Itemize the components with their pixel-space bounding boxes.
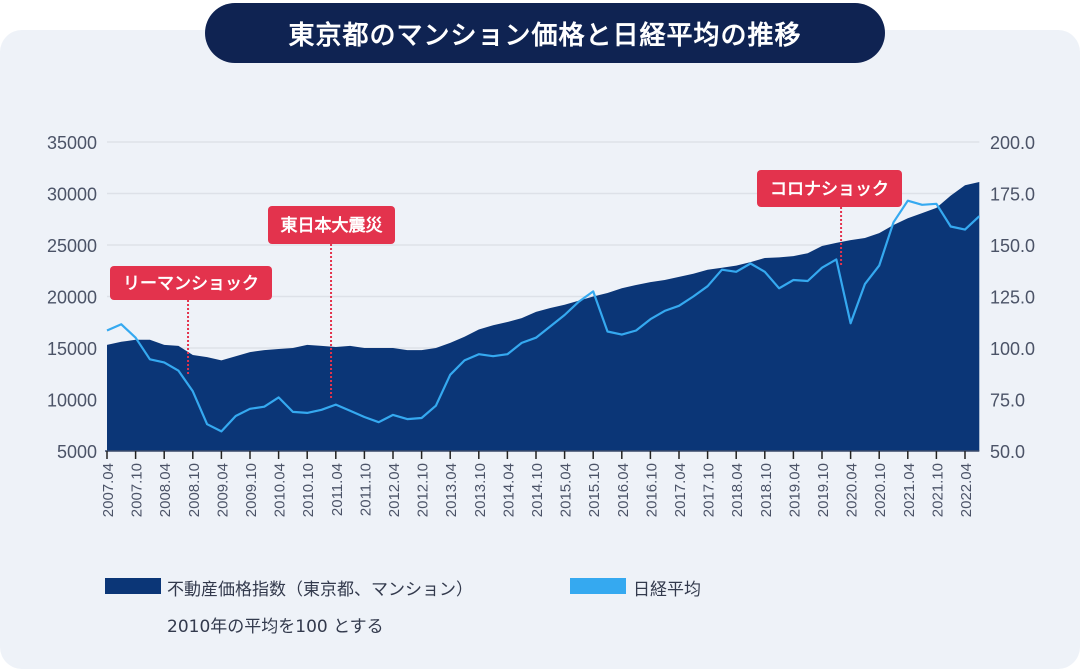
- x-tick-label: 2012.10: [415, 463, 432, 517]
- x-tick-label: 2014.04: [500, 463, 517, 517]
- x-tick-label: 2009.10: [243, 463, 260, 517]
- annotation-label: リーマンショック: [123, 274, 259, 294]
- x-tick-label: 2021.04: [901, 463, 918, 517]
- x-tick-label: 2009.04: [214, 463, 231, 517]
- y-right-tick-label: 175.0: [990, 185, 1035, 205]
- legend-swatch-real-estate: [105, 578, 161, 594]
- x-tick-label: 2007.10: [129, 463, 146, 517]
- x-tick-label: 2015.10: [586, 463, 603, 517]
- x-tick-label: 2014.10: [529, 463, 546, 517]
- x-tick-label: 2008.10: [186, 463, 203, 517]
- annotations: リーマンショック 東日本大震災 コロナショック: [110, 170, 902, 400]
- x-tick-label: 2022.04: [958, 463, 975, 517]
- legend-label-real-estate: 不動産価格指数（東京都、マンション）: [167, 580, 473, 600]
- x-tick-label: 2011.04: [329, 463, 346, 516]
- x-tick-label: 2013.04: [443, 463, 460, 517]
- axes: 35000 30000 25000 20000 15000 10000 5000 200.0 1…: [47, 133, 1035, 517]
- annotation-label-box: [110, 266, 272, 300]
- y-right-tick-label: 75.0: [990, 391, 1025, 411]
- x-tick-label: 2012.04: [386, 463, 403, 517]
- y-right-tick-label: 125.0: [990, 288, 1035, 308]
- x-tick-label: 2017.10: [701, 463, 718, 517]
- y-left-tick-label: 30000: [47, 185, 97, 205]
- y-left-tick-label: 10000: [47, 391, 97, 411]
- x-tick-label: 2019.04: [786, 463, 803, 517]
- x-tick-label: 2021.10: [929, 463, 946, 517]
- y-right-tick-label: 150.0: [990, 236, 1035, 256]
- x-tick-label: 2007.04: [100, 463, 117, 517]
- x-tick-label: 2010.10: [300, 463, 317, 517]
- x-tick-label: 2020.10: [872, 463, 889, 517]
- y-right-tick-label: 200.0: [990, 133, 1035, 153]
- x-tick-label: 2018.04: [729, 463, 746, 517]
- area-real-estate-index: [107, 182, 980, 451]
- annotation-label-box: [757, 170, 902, 207]
- line-nikkei: [106, 199, 981, 433]
- x-tick-label: 2018.10: [758, 463, 775, 517]
- y-left-tick-label: 20000: [47, 288, 97, 308]
- chart-title: 東京都のマンション価格と日経平均の推移: [205, 3, 885, 63]
- y-left-tick-label: 5000: [57, 442, 97, 462]
- plot-area: [106, 182, 981, 451]
- x-tick-label: 2015.04: [558, 463, 575, 517]
- y-left-tick-label: 35000: [47, 133, 97, 153]
- y-right-tick-label: 100.0: [990, 339, 1035, 359]
- x-tick-label: 2017.04: [672, 463, 689, 517]
- y-left-tick-label: 15000: [47, 339, 97, 359]
- x-tick-label: 2008.04: [157, 463, 174, 517]
- y-right-tick-label: 50.0: [990, 442, 1025, 462]
- annotation-label: コロナショック: [770, 180, 889, 200]
- annotation-label-box: [268, 206, 395, 244]
- x-tick-label: 2016.10: [643, 463, 660, 517]
- annotation-label: 東日本大震災: [281, 215, 384, 236]
- legend-note: 2010年の平均を100 とする: [167, 617, 384, 637]
- legend-label-nikkei: 日経平均: [633, 580, 701, 600]
- legend-swatch-nikkei: [570, 578, 626, 594]
- x-tick-label: 2010.04: [272, 463, 289, 517]
- x-tick-label: 2013.10: [472, 463, 489, 517]
- x-tick-label: 2019.10: [815, 463, 832, 517]
- x-tick-label: 2011.10: [357, 463, 374, 516]
- x-tick-label: 2020.04: [844, 463, 861, 517]
- y-left-tick-label: 25000: [47, 236, 97, 256]
- x-tick-label: 2016.04: [615, 463, 632, 517]
